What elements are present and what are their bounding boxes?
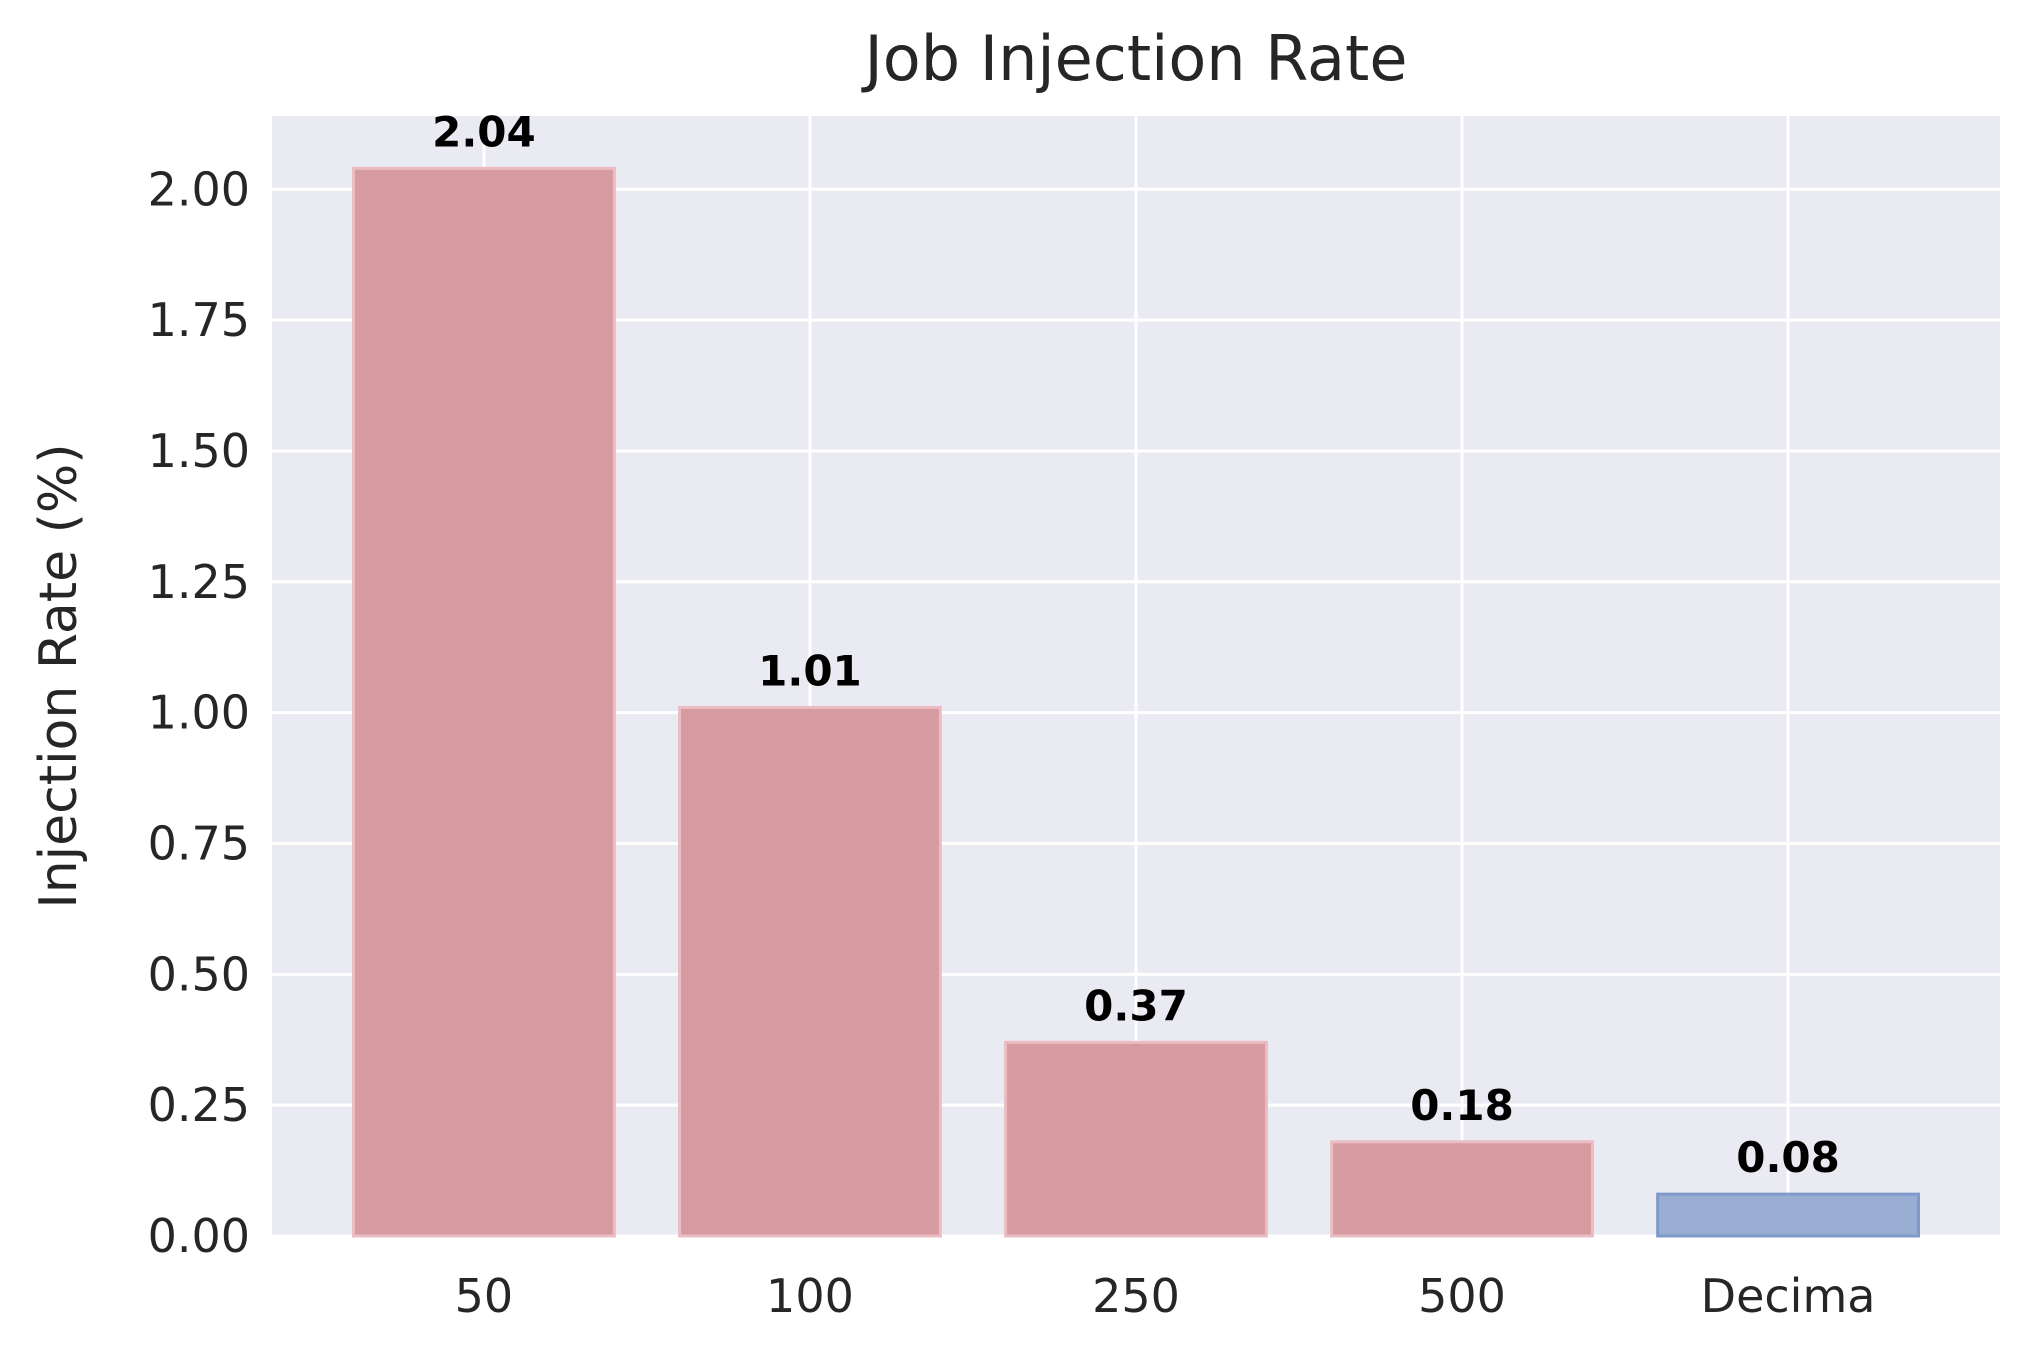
y-tick-label: 0.50 (148, 947, 250, 1001)
data-labels: 2.04 1.01 0.37 0.18 0.08 (432, 107, 1840, 1182)
x-tick-labels: 50 100 250 500 Decima (455, 1269, 1876, 1323)
y-tick-label: 1.50 (148, 424, 250, 478)
bar-100 (678, 705, 942, 1238)
data-label-50: 2.04 (432, 107, 536, 156)
bar-500 (1330, 1140, 1594, 1238)
y-axis-label: Injection Rate (%) (29, 443, 89, 908)
y-tick-label: 0.00 (148, 1209, 250, 1263)
y-tick-label: 0.75 (148, 816, 250, 870)
chart-title: Job Injection Rate (861, 22, 1408, 95)
x-tick-label: Decima (1701, 1269, 1876, 1323)
data-label-250: 0.37 (1084, 981, 1188, 1030)
x-tick-label: 250 (1092, 1269, 1180, 1323)
y-tick-label: 1.75 (148, 293, 250, 347)
x-tick-label: 100 (766, 1269, 854, 1323)
y-tick-label: 1.25 (148, 555, 250, 609)
data-label-100: 1.01 (758, 646, 862, 695)
data-label-decima: 0.08 (1736, 1133, 1840, 1182)
bar-250 (1004, 1040, 1268, 1238)
y-tick-label: 2.00 (148, 162, 250, 216)
data-label-500: 0.18 (1410, 1081, 1514, 1130)
bars (352, 166, 1920, 1238)
bar-decima (1656, 1192, 1920, 1238)
x-tick-label: 500 (1418, 1269, 1506, 1323)
y-tick-label: 0.25 (148, 1078, 250, 1132)
x-tick-label: 50 (455, 1269, 514, 1323)
y-tick-label: 1.00 (148, 686, 250, 740)
bar-50 (352, 166, 616, 1238)
y-tick-labels: 0.00 0.25 0.50 0.75 1.00 1.25 1.50 1.75 2.00 (148, 162, 250, 1263)
